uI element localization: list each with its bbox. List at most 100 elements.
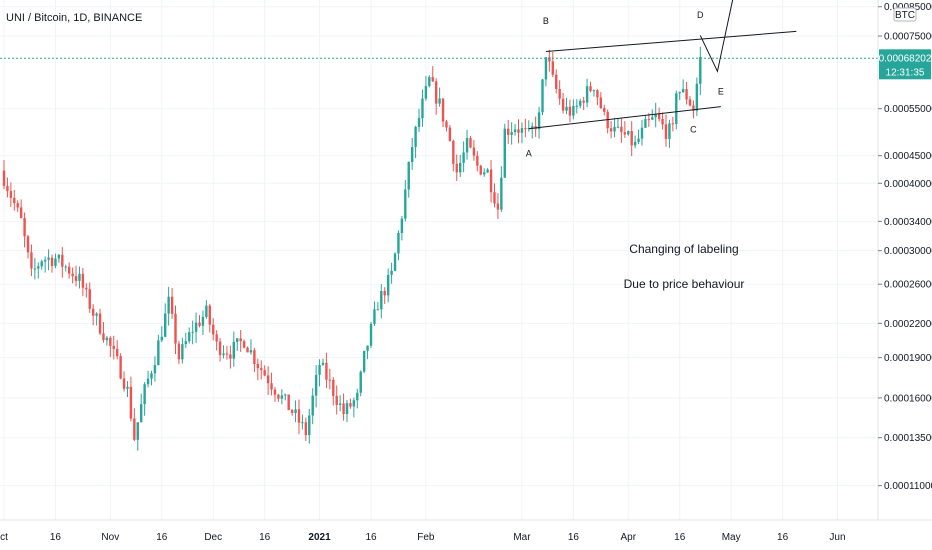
candle [335, 385, 338, 415]
price-axis[interactable]: 0.000850000.000750000.000550000.00045000… [877, 0, 932, 520]
candle [109, 336, 112, 358]
candle [493, 183, 496, 208]
price-tick-label: 0.00075000 [884, 32, 932, 43]
candle [270, 372, 273, 396]
candle-body [19, 207, 23, 218]
candle [359, 370, 362, 397]
candle [531, 122, 534, 139]
time-tick-label: 16 [156, 532, 168, 543]
candle [469, 136, 472, 149]
candle [579, 98, 582, 109]
time-axis[interactable]: ct 16 Nov 16 Dec 16 2021 16 Feb Mar 16 Apr 16 May 16 Ju… [0, 519, 932, 543]
candle [572, 99, 575, 120]
candle [513, 124, 517, 136]
candle [249, 339, 253, 355]
candle-body [609, 128, 613, 132]
candle [256, 358, 260, 381]
candle [558, 80, 561, 105]
candle-body [349, 403, 352, 407]
chart-title: UNI / Bitcoin, 1D, BINANCE [6, 12, 142, 24]
candle-body [157, 340, 160, 366]
candle [208, 303, 211, 333]
candle-body [37, 266, 40, 269]
last-price-badge: 0.00068202 12:31:35 [879, 49, 932, 80]
time-tick-label: May [722, 532, 741, 543]
candle-body [678, 92, 681, 94]
candle-body [633, 141, 637, 146]
time-tick-label: 16 [365, 532, 377, 543]
candle-body [407, 161, 410, 190]
candle [441, 98, 445, 128]
candle-body [465, 138, 469, 153]
candle [40, 259, 43, 270]
candle-body [558, 88, 561, 99]
candle-body [630, 131, 633, 146]
price-tick-label: 0.00011000 [884, 481, 932, 492]
candle [81, 268, 85, 296]
candle [633, 135, 637, 149]
candle [218, 337, 222, 362]
candle-body [369, 323, 373, 346]
price-tick-label: 0.00045000 [884, 151, 932, 162]
candle-body [393, 253, 397, 271]
candle [287, 394, 290, 411]
candle [198, 315, 201, 328]
candle [500, 166, 503, 212]
candle-body [246, 347, 249, 353]
candle [33, 258, 37, 280]
candle-body [218, 341, 222, 356]
candle [671, 116, 675, 132]
candle [129, 376, 133, 422]
candle [115, 340, 119, 360]
candle-body [328, 379, 332, 381]
candle [150, 370, 153, 386]
candle [637, 129, 640, 145]
candle [568, 99, 572, 123]
candle-body [620, 126, 623, 133]
candle [191, 320, 194, 345]
candle-body [112, 345, 115, 349]
candle [71, 267, 74, 284]
candle-body [376, 309, 380, 311]
candle [30, 244, 33, 277]
candle-body [434, 81, 438, 104]
time-tick-labels: ct 16 Nov 16 Dec 16 2021 16 Feb Mar 16 Apr 16 May 16 Ju… [0, 532, 845, 543]
candle [623, 121, 627, 138]
candle [503, 123, 506, 179]
candle [438, 87, 441, 107]
candle-body [215, 334, 218, 342]
candle-body [287, 394, 290, 411]
price-axis-bg [878, 0, 932, 520]
candle-body [688, 99, 692, 106]
candle [561, 92, 565, 114]
price-tick-label: 0.00034000 [884, 217, 932, 228]
candle [458, 154, 462, 177]
candle-body [297, 409, 301, 423]
candle [273, 387, 277, 402]
candle-body [33, 268, 37, 270]
candle-body [380, 290, 383, 310]
candle [541, 78, 544, 115]
candle [277, 393, 280, 402]
candle-body [531, 126, 534, 129]
candle-body [2, 170, 6, 186]
candle [177, 340, 181, 365]
candle [661, 112, 664, 130]
candle-body [232, 341, 236, 359]
candle-body [404, 189, 407, 219]
candle [520, 122, 524, 144]
candle-body [699, 56, 702, 84]
candle [681, 79, 685, 94]
candle-body [191, 331, 194, 333]
candle [188, 327, 191, 344]
candle-body [249, 350, 253, 353]
candle [599, 92, 603, 110]
candle-body [150, 373, 153, 379]
candle [489, 159, 493, 203]
candle-body [424, 85, 428, 99]
candle-body [325, 362, 328, 380]
candle-body [284, 394, 287, 396]
candle [548, 50, 551, 72]
wave-label: D [697, 10, 704, 20]
